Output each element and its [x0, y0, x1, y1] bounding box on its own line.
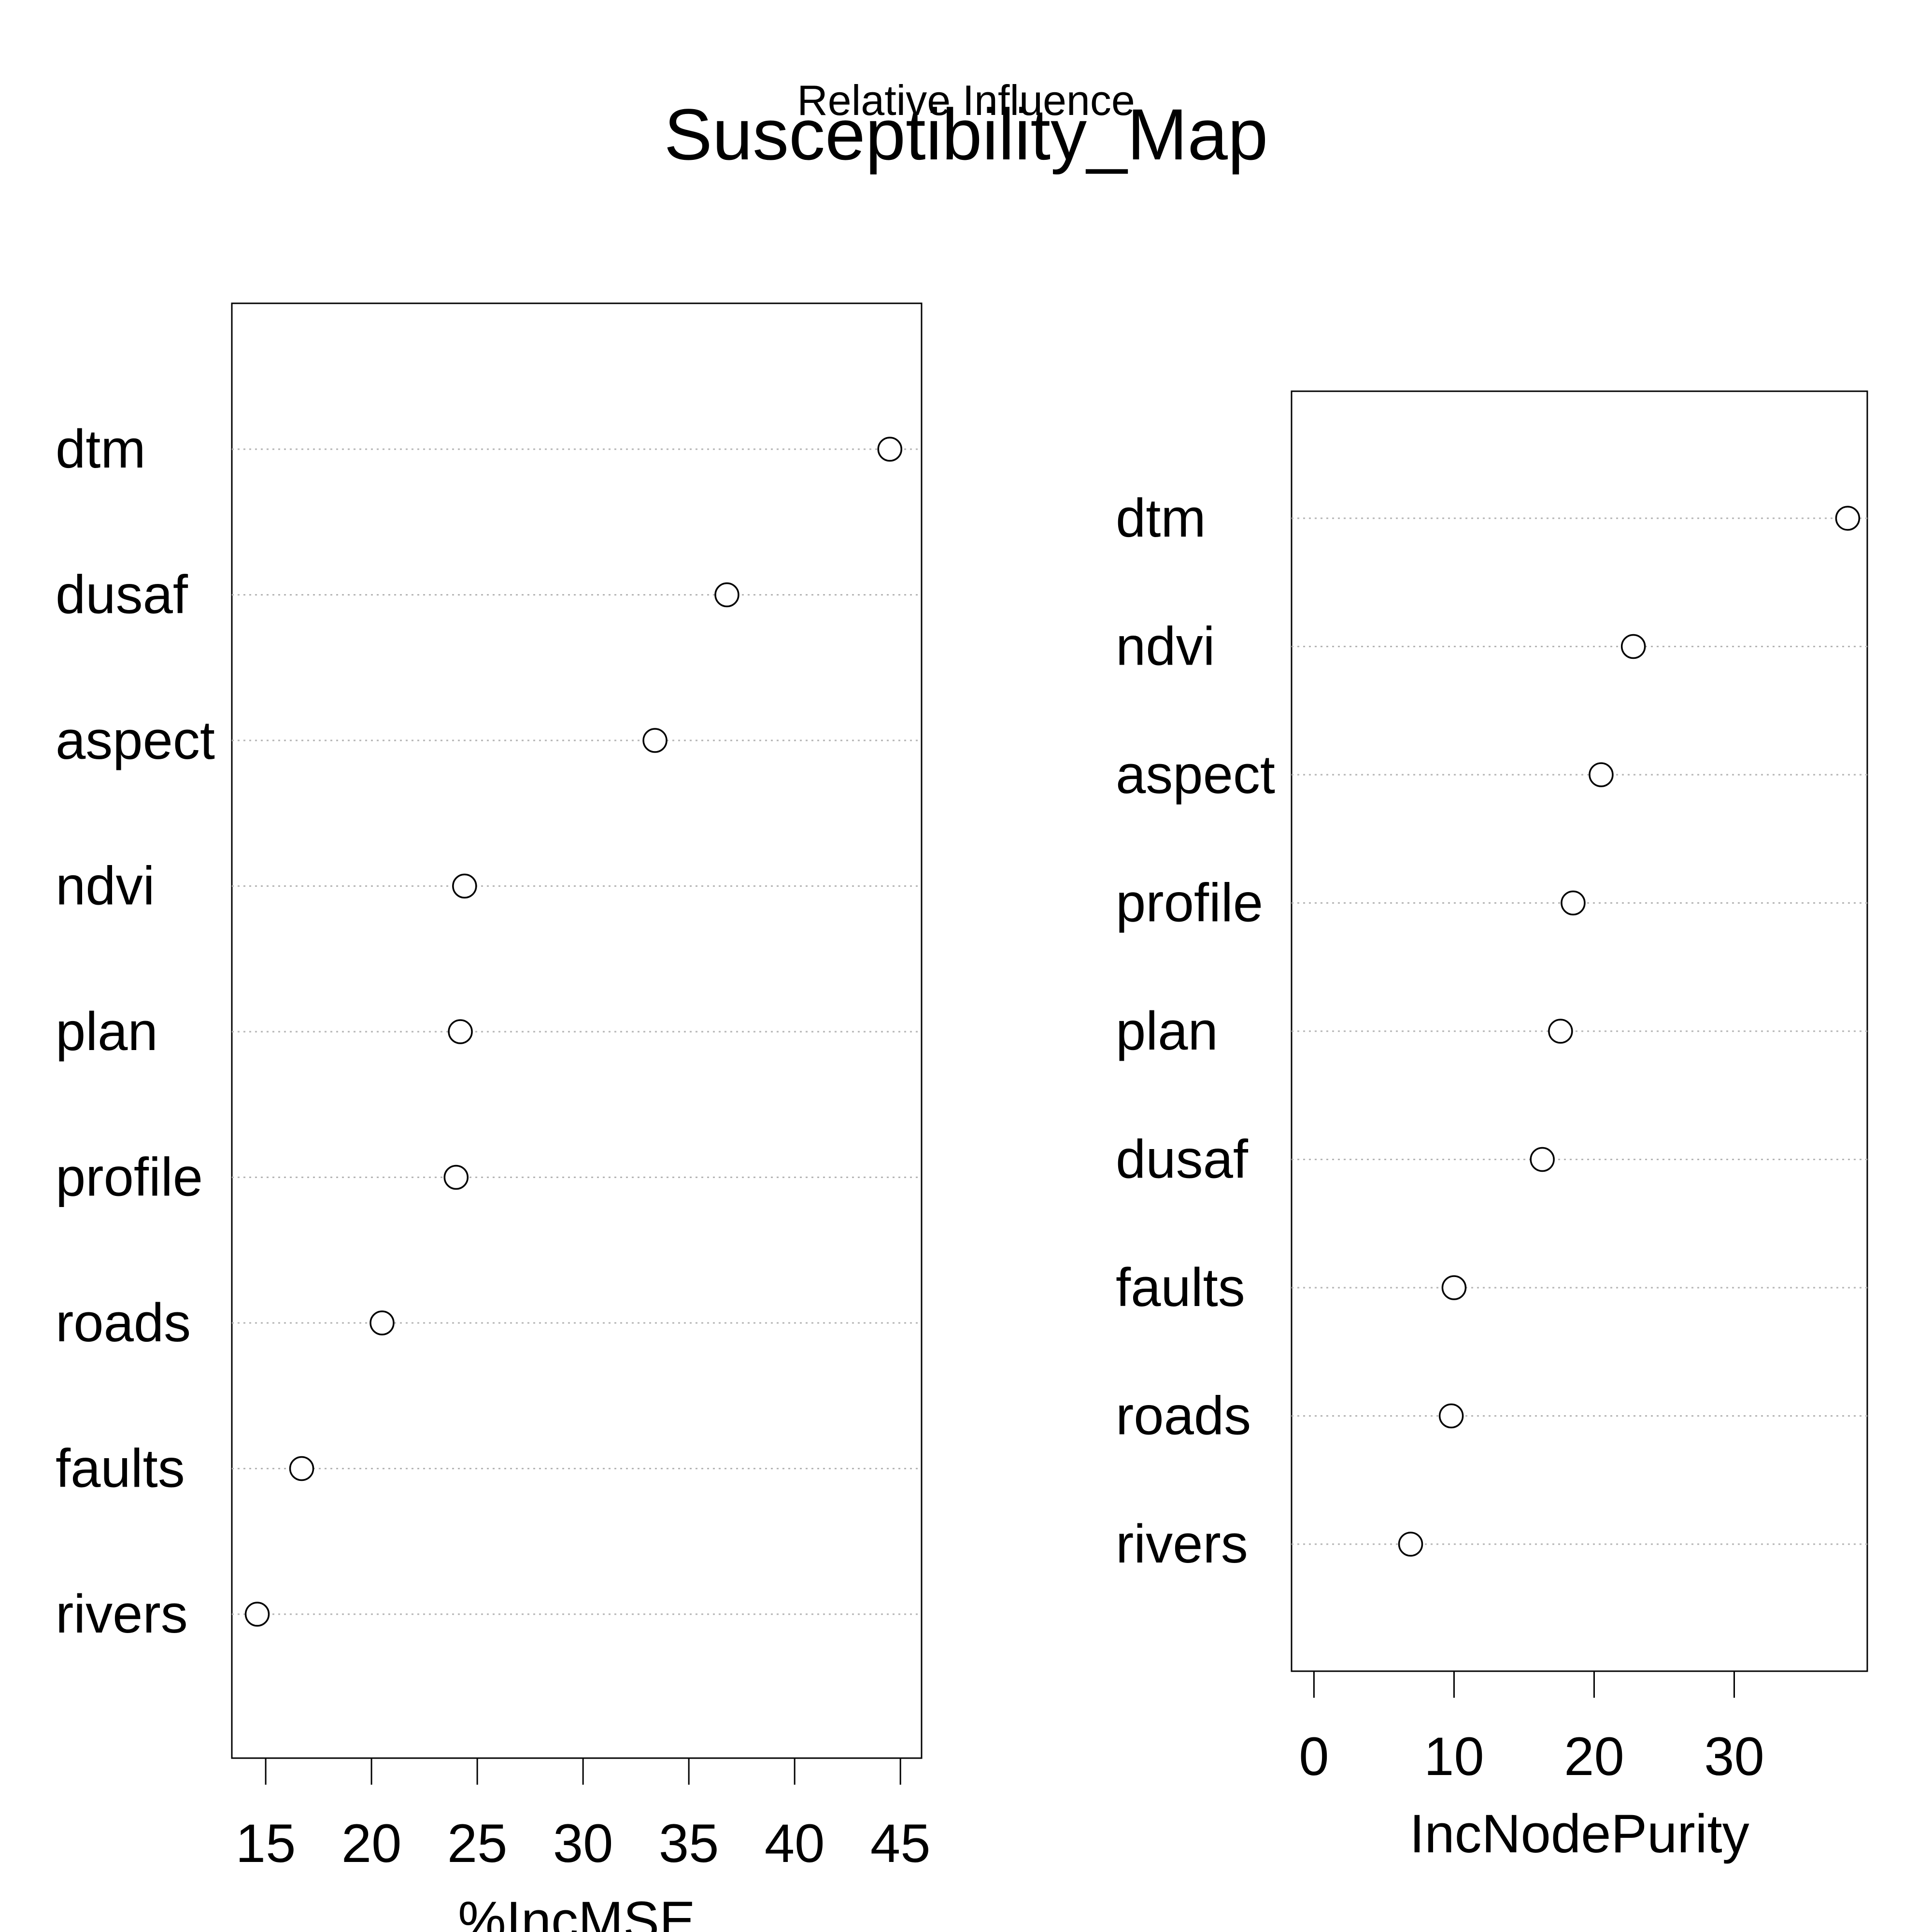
left-x-tick-label-45: 45	[870, 1813, 931, 1874]
chart-title: Susceptibility_Map	[664, 94, 1268, 175]
right-point-rivers	[1398, 1532, 1423, 1557]
right-point-aspect	[1589, 762, 1614, 787]
right-x-tick-label-20: 20	[1564, 1726, 1624, 1787]
left-point-profile	[443, 1165, 469, 1190]
left-category-label-dtm: dtm	[56, 419, 146, 479]
right-category-label-plan: plan	[1116, 1001, 1218, 1061]
left-x-tick-label-35: 35	[659, 1813, 719, 1874]
right-point-ndvi	[1620, 634, 1646, 659]
left-x-tick-label-40: 40	[765, 1813, 825, 1874]
right-category-label-faults: faults	[1116, 1257, 1245, 1318]
left-point-plan	[448, 1019, 473, 1044]
right-category-label-profile: profile	[1116, 873, 1263, 933]
right-x-tick-label-30: 30	[1704, 1726, 1764, 1787]
right-x-tick-label-10: 10	[1424, 1726, 1484, 1787]
left-category-label-rivers: rivers	[56, 1584, 188, 1644]
left-point-rivers	[244, 1602, 270, 1627]
chart-overtitle: Relative Influence	[797, 76, 1135, 124]
left-point-roads	[369, 1310, 395, 1335]
left-category-label-dusaf: dusaf	[56, 565, 188, 625]
left-category-label-roads: roads	[56, 1293, 191, 1353]
left-category-label-faults: faults	[56, 1438, 185, 1499]
right-category-label-roads: roads	[1116, 1386, 1251, 1446]
left-category-label-aspect: aspect	[56, 710, 215, 770]
left-point-dtm	[877, 437, 903, 462]
right-x-axis-label: IncNodePurity	[1409, 1804, 1749, 1864]
left-category-label-profile: profile	[56, 1147, 203, 1208]
right-category-label-rivers: rivers	[1116, 1514, 1248, 1574]
left-category-label-plan: plan	[56, 1001, 158, 1062]
left-x-tick-label-15: 15	[236, 1813, 296, 1874]
left-x-tick-label-30: 30	[553, 1813, 613, 1874]
right-category-label-aspect: aspect	[1116, 744, 1275, 805]
right-point-dusaf	[1530, 1147, 1555, 1172]
left-point-faults	[289, 1456, 314, 1481]
right-point-roads	[1438, 1403, 1464, 1429]
right-point-profile	[1561, 890, 1586, 916]
left-x-tick-label-25: 25	[447, 1813, 508, 1874]
right-point-faults	[1441, 1275, 1467, 1300]
left-x-tick-label-20: 20	[341, 1813, 402, 1874]
left-x-axis-label: %IncMSE	[458, 1890, 696, 1932]
left-point-aspect	[642, 728, 668, 753]
right-category-label-dusaf: dusaf	[1116, 1129, 1249, 1190]
left-category-label-ndvi: ndvi	[56, 856, 155, 916]
left-point-dusaf	[714, 582, 739, 608]
right-category-label-ndvi: ndvi	[1116, 616, 1215, 677]
right-category-label-dtm: dtm	[1116, 488, 1206, 548]
right-plot-frame	[1291, 390, 1868, 1672]
right-x-tick-label-0: 0	[1299, 1726, 1329, 1787]
left-point-ndvi	[452, 873, 477, 899]
left-plot-frame	[231, 302, 923, 1759]
right-point-dtm	[1835, 506, 1861, 531]
right-point-plan	[1548, 1019, 1573, 1044]
